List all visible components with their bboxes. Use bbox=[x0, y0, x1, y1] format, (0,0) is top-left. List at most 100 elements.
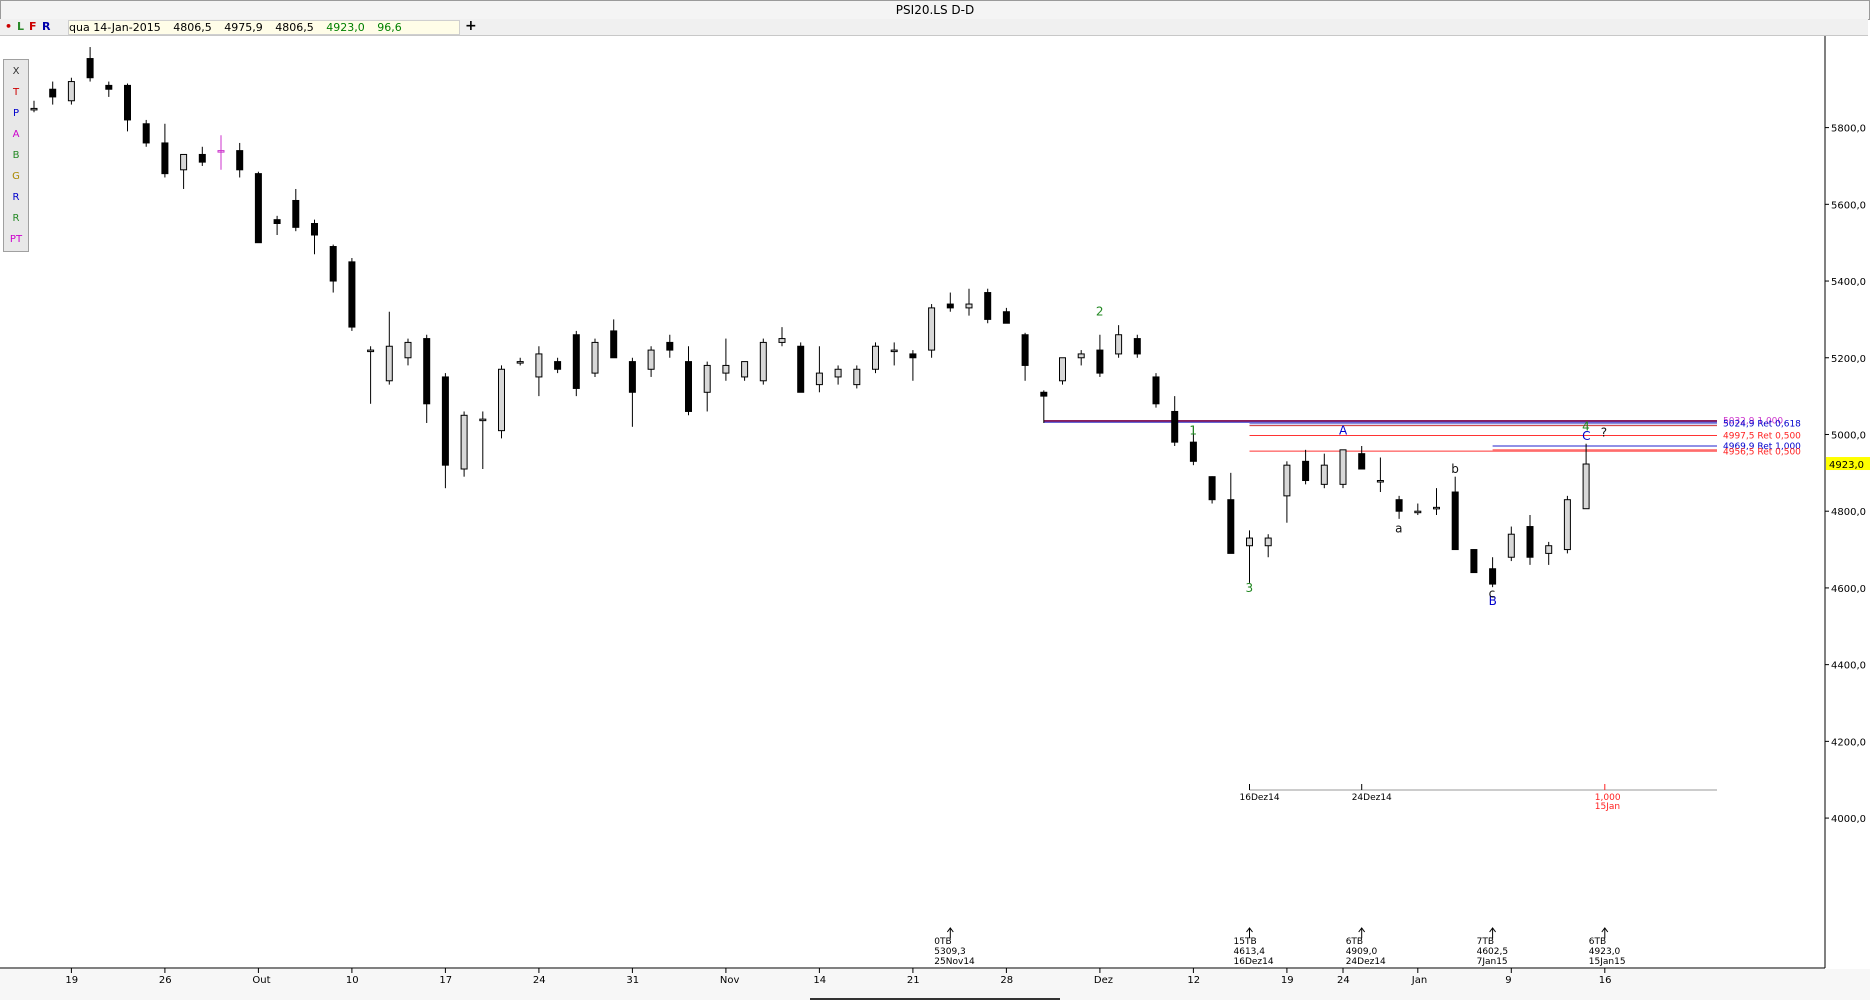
pivot-annotation: 6TB bbox=[1346, 937, 1363, 947]
candle-body bbox=[1470, 549, 1478, 574]
candle-body bbox=[161, 142, 169, 175]
candle-body bbox=[1489, 568, 1497, 585]
candle-body bbox=[647, 349, 655, 370]
candle-body bbox=[909, 353, 917, 359]
candle-body bbox=[49, 88, 57, 98]
candle-body bbox=[853, 368, 861, 386]
fib-retracement-icon[interactable]: R bbox=[12, 192, 20, 203]
price-tick-label: 5400,0 bbox=[1831, 277, 1866, 288]
last-price-tag bbox=[1826, 457, 1870, 471]
fib-button[interactable]: F bbox=[29, 20, 37, 33]
candle-body bbox=[124, 84, 131, 121]
candle-body bbox=[67, 81, 75, 102]
candle-body bbox=[1152, 376, 1160, 405]
pivot-annotation: 6TB bbox=[1589, 937, 1606, 947]
wave-label: 1 bbox=[1189, 423, 1197, 437]
wave-label: C bbox=[1582, 429, 1590, 443]
pivot-annotation: 4613,4 bbox=[1234, 947, 1266, 957]
candle-body bbox=[404, 341, 412, 359]
price-tick-label: 4200,0 bbox=[1831, 737, 1866, 748]
pivot-annotation: 0TB bbox=[934, 937, 951, 947]
quote-change: 96,6 bbox=[377, 21, 402, 34]
parallel-icon[interactable]: P bbox=[12, 108, 20, 119]
fib-arc-icon[interactable]: R bbox=[12, 213, 20, 224]
candle-body bbox=[1376, 480, 1384, 483]
wave-label: 3 bbox=[1246, 581, 1254, 595]
candle-body bbox=[479, 418, 487, 422]
time-marker-sublabel: 15Jan bbox=[1595, 802, 1620, 812]
pivot-arrow-head bbox=[946, 927, 954, 933]
time-tick-label: 24 bbox=[1337, 975, 1350, 986]
candle-body bbox=[628, 361, 636, 393]
candle-body bbox=[86, 58, 94, 79]
level-label: 5024,9 Ret 0,618 bbox=[1723, 420, 1801, 430]
quote-low: 4806,5 bbox=[275, 21, 314, 34]
candle-body bbox=[30, 107, 38, 111]
price-tick-label: 5200,0 bbox=[1831, 354, 1866, 365]
pattern-icon[interactable]: PT bbox=[9, 234, 23, 245]
drawing-tools-panel: X T P A B G R R PT bbox=[3, 59, 29, 252]
price-tick-label: 5600,0 bbox=[1831, 200, 1866, 211]
candle-body bbox=[703, 364, 711, 393]
candle-body bbox=[367, 349, 375, 353]
candle-body bbox=[385, 345, 393, 382]
level-label: 5032,9 1,000 bbox=[1723, 417, 1783, 427]
plus-button[interactable]: + bbox=[465, 18, 477, 34]
candle-body bbox=[610, 330, 618, 359]
fib-b-icon[interactable]: B bbox=[12, 150, 20, 161]
candle-body bbox=[292, 199, 300, 228]
last-price-label: 4923,0 bbox=[1829, 460, 1864, 471]
candle-body bbox=[759, 341, 767, 382]
candle-body bbox=[965, 303, 973, 309]
ret-button[interactable]: R bbox=[42, 20, 51, 33]
pivot-annotation: 25Nov14 bbox=[934, 957, 975, 967]
fan-g-icon[interactable]: G bbox=[12, 171, 20, 182]
time-tick-label: Jan bbox=[1411, 975, 1427, 986]
candle-body bbox=[198, 153, 206, 163]
quote-open: 4806,5 bbox=[173, 21, 212, 34]
pivot-arrow-head bbox=[1489, 927, 1496, 933]
close-icon[interactable]: X bbox=[12, 66, 20, 77]
price-tick-label: 4600,0 bbox=[1831, 584, 1866, 595]
candle-body bbox=[946, 303, 954, 309]
candle-body bbox=[1021, 334, 1029, 366]
candle-body bbox=[348, 261, 356, 328]
quote-date: qua 14-Jan-2015 bbox=[69, 21, 161, 34]
wave-label: 2 bbox=[1096, 305, 1104, 319]
pivot-annotation: 15TB bbox=[1234, 937, 1257, 947]
candle-body bbox=[722, 364, 730, 374]
price-tick-label: 4800,0 bbox=[1831, 507, 1866, 518]
candle-body bbox=[535, 353, 543, 378]
candle-body bbox=[984, 292, 992, 320]
time-tick-label: Out bbox=[252, 975, 270, 986]
candle-body bbox=[1358, 453, 1366, 470]
trendline-icon[interactable]: T bbox=[12, 87, 20, 98]
pivot-annotation: 4602,5 bbox=[1477, 947, 1509, 957]
candle-body bbox=[1526, 526, 1534, 558]
candle-body bbox=[1433, 506, 1440, 510]
candle-body bbox=[1264, 537, 1272, 547]
candle-body bbox=[1133, 338, 1141, 355]
candle-body bbox=[554, 361, 562, 370]
candle-body bbox=[591, 341, 599, 374]
candle-body bbox=[441, 376, 449, 466]
andrews-icon[interactable]: A bbox=[12, 129, 20, 140]
price-tick-label: 5000,0 bbox=[1831, 430, 1866, 441]
candle-body bbox=[1208, 476, 1216, 501]
pivot-arrow-head bbox=[1358, 927, 1366, 933]
candle-body bbox=[872, 345, 879, 370]
dot-button[interactable]: • bbox=[5, 20, 13, 33]
line-button[interactable]: L bbox=[17, 20, 25, 33]
candle-body bbox=[1563, 499, 1571, 551]
candle-body bbox=[685, 361, 692, 412]
pivot-annotation: 4909,0 bbox=[1346, 947, 1378, 957]
pivot-annotation: 7Jan15 bbox=[1477, 957, 1508, 967]
candle-body bbox=[254, 173, 262, 244]
time-tick-label: Dez bbox=[1094, 975, 1113, 986]
time-marker-label: 16Dez14 bbox=[1240, 793, 1280, 803]
candle-body bbox=[142, 123, 150, 144]
time-tick-label: 24 bbox=[533, 975, 546, 986]
quote-readout: qua 14-Jan-2015 4806,5 4975,9 4806,5 492… bbox=[68, 20, 460, 35]
time-tick-label: Nov bbox=[720, 975, 740, 986]
